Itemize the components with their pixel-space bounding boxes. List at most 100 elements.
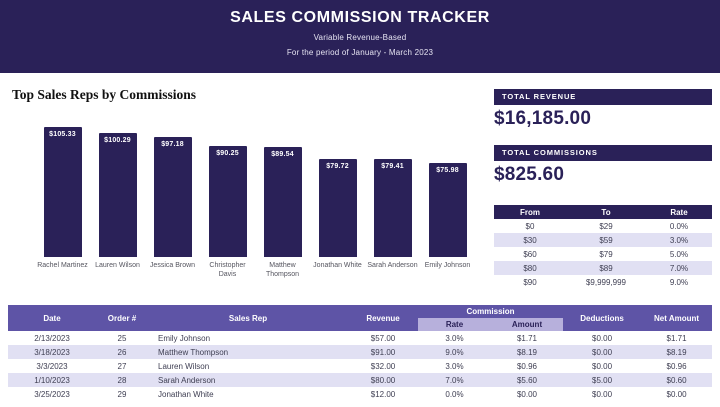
- rate-cell-rate: 3.0%: [669, 235, 689, 245]
- bar-cell: $79.41: [365, 127, 420, 257]
- orders-table-row: 3/3/2023 27 Lauren Wilson $32.00 3.0% $0.96 $0…: [8, 359, 712, 373]
- bar: $105.33: [43, 127, 82, 257]
- rate-cell-rate: 9.0%: [669, 277, 689, 287]
- bar-value-label: $97.18: [161, 141, 184, 149]
- bar: $79.72: [318, 158, 357, 257]
- rate-header-to: To: [566, 205, 646, 219]
- cell-order: 28: [117, 375, 127, 385]
- bar-value-label: $75.98: [436, 167, 459, 175]
- rate-table-header-row: From To Rate: [494, 205, 712, 219]
- orders-header-row-sub: Rate Amount: [8, 318, 712, 331]
- bar-cell: $89.54: [255, 127, 310, 257]
- cell-rate: 7.0%: [445, 375, 464, 385]
- bar-cell: $79.72: [310, 127, 365, 257]
- cell-amount: $5.60: [516, 375, 538, 385]
- bar-value-label: $105.33: [49, 131, 76, 138]
- cell-date: 2/13/2023: [34, 333, 70, 343]
- orders-table-row: 1/10/2023 28 Sarah Anderson $80.00 7.0% $5.60…: [8, 373, 713, 387]
- cell-net: $0.96: [666, 361, 687, 371]
- cell-deductions: $0.00: [592, 389, 613, 399]
- orders-header-deductions: Deductions: [563, 305, 642, 331]
- cell-revenue: $32.00: [370, 361, 396, 371]
- cell-rate: 3.0%: [445, 361, 464, 371]
- rate-header-rate: Rate: [646, 205, 712, 219]
- cell-revenue: $57.00: [370, 333, 396, 343]
- bar: $97.18: [153, 137, 192, 257]
- rate-cell-to: $9,999,999: [585, 277, 627, 287]
- orders-table: Date Order # Sales Rep Revenue Commissio…: [8, 305, 713, 401]
- bar-value-label: $90.25: [216, 149, 239, 157]
- orders-table-row: 3/25/2023 29 Jonathan White $12.00 0.0% $0.00…: [8, 387, 712, 401]
- orders-header-net: Net Amount: [641, 305, 713, 331]
- rate-cell-to: $89: [599, 263, 613, 273]
- cell-sales-rep: Emily Johnson: [158, 333, 211, 343]
- bar-value-label: $100.29: [104, 137, 131, 145]
- main-content: Top Sales Reps by Commissions $105.33 $10…: [0, 73, 720, 289]
- bar-category-label: Christopher Davis: [209, 262, 246, 279]
- cell-deductions: $5.00: [592, 375, 613, 385]
- rate-cell-rate: 0.0%: [669, 221, 689, 231]
- orders-header-commission-group: Commission: [418, 305, 564, 318]
- orders-table-row: 2/13/2023 25 Emily Johnson $57.00 3.0% $1.71 $…: [8, 331, 712, 345]
- bar-category-label: Jessica Brown: [149, 262, 196, 269]
- rate-table-row: $90 $9,999,999 9.0%: [494, 275, 712, 289]
- chart-section: Top Sales Reps by Commissions $105.33 $10…: [8, 73, 481, 289]
- cell-sales-rep: Jonathan White: [158, 389, 214, 399]
- bar-category-label: Emily Johnson: [424, 262, 471, 269]
- bar-category-label: Sarah Anderson: [367, 262, 418, 269]
- cell-date: 3/18/2023: [34, 347, 70, 357]
- rate-cell-from: $90: [523, 277, 537, 287]
- orders-header-rate: Rate: [418, 318, 491, 331]
- rate-cell-to: $59: [599, 235, 613, 245]
- bar-cell: $100.29: [90, 127, 145, 257]
- rate-cell-from: $0: [525, 221, 535, 231]
- rate-table-row: $60 $79 5.0%: [494, 247, 712, 261]
- rate-cell-to: $29: [599, 221, 613, 231]
- bar-cell: $105.33: [35, 127, 90, 257]
- rate-cell-from: $60: [523, 249, 537, 259]
- cell-sales-rep: Lauren Wilson: [158, 361, 210, 371]
- page-title: SALES COMMISSION TRACKER: [230, 9, 490, 26]
- orders-header-sales-rep: Sales Rep: [148, 305, 348, 331]
- rate-cell-to: $79: [599, 249, 613, 259]
- orders-header-date: Date: [8, 305, 96, 331]
- cell-net: $0.00: [666, 389, 687, 399]
- chart-title: Top Sales Reps by Commissions: [12, 87, 197, 102]
- bar-value-label: $79.72: [326, 162, 349, 170]
- total-commissions-value: $825.60: [494, 164, 565, 185]
- cell-revenue: $12.00: [370, 389, 396, 399]
- cell-date: 3/25/2023: [34, 389, 70, 399]
- bar-category-label: Matthew Thompson: [265, 262, 300, 279]
- bar: $100.29: [98, 133, 137, 257]
- cell-order: 27: [117, 361, 127, 371]
- cell-date: 1/10/2023: [34, 375, 70, 385]
- cell-rate: 9.0%: [445, 347, 464, 357]
- cell-deductions: $0.00: [592, 361, 613, 371]
- cell-sales-rep: Sarah Anderson: [158, 375, 216, 385]
- total-revenue-value: $16,185.00: [494, 108, 592, 129]
- summary-panel: TOTAL REVENUE $16,185.00 TOTAL COMMISSIO…: [494, 73, 712, 289]
- cell-revenue: $91.00: [370, 347, 396, 357]
- cell-revenue: $80.00: [370, 375, 396, 385]
- total-revenue-stat: TOTAL REVENUE $16,185.00: [494, 89, 712, 130]
- cell-sales-rep: Matthew Thompson: [158, 347, 229, 357]
- orders-table-row: 3/18/2023 26 Matthew Thompson $91.00 9.0% $8.…: [8, 345, 713, 359]
- bar-cell: $97.18: [145, 127, 200, 257]
- bar-value-label: $89.54: [271, 150, 294, 158]
- bar-value-label: $79.41: [381, 163, 404, 170]
- header-period: For the period of January - March 2023: [286, 48, 434, 57]
- commission-rate-table: From To Rate $0 $29 0.0% $30 $59 3.0% $60 $79 5.…: [494, 205, 712, 289]
- bar: $90.25: [208, 145, 247, 257]
- rate-table-row: $30 $59 3.0%: [494, 233, 712, 247]
- bar-category-label: Jonathan White: [313, 262, 362, 269]
- bar-chart: $105.33 $100.29 $97.18 $90.25 $89.54 $79.72 $7…: [8, 127, 481, 257]
- bar-chart-category-labels: Rachel Martinez Lauren Wilson Jessica Brow…: [8, 261, 481, 280]
- bar-category-label: Rachel Martinez: [37, 262, 88, 269]
- total-revenue-label: TOTAL REVENUE: [494, 89, 712, 105]
- bar: $75.98: [428, 163, 467, 257]
- bar: $79.41: [373, 159, 412, 257]
- cell-net: $1.71: [666, 333, 687, 343]
- cell-net: $8.19: [666, 347, 687, 357]
- cell-order: 29: [117, 389, 127, 399]
